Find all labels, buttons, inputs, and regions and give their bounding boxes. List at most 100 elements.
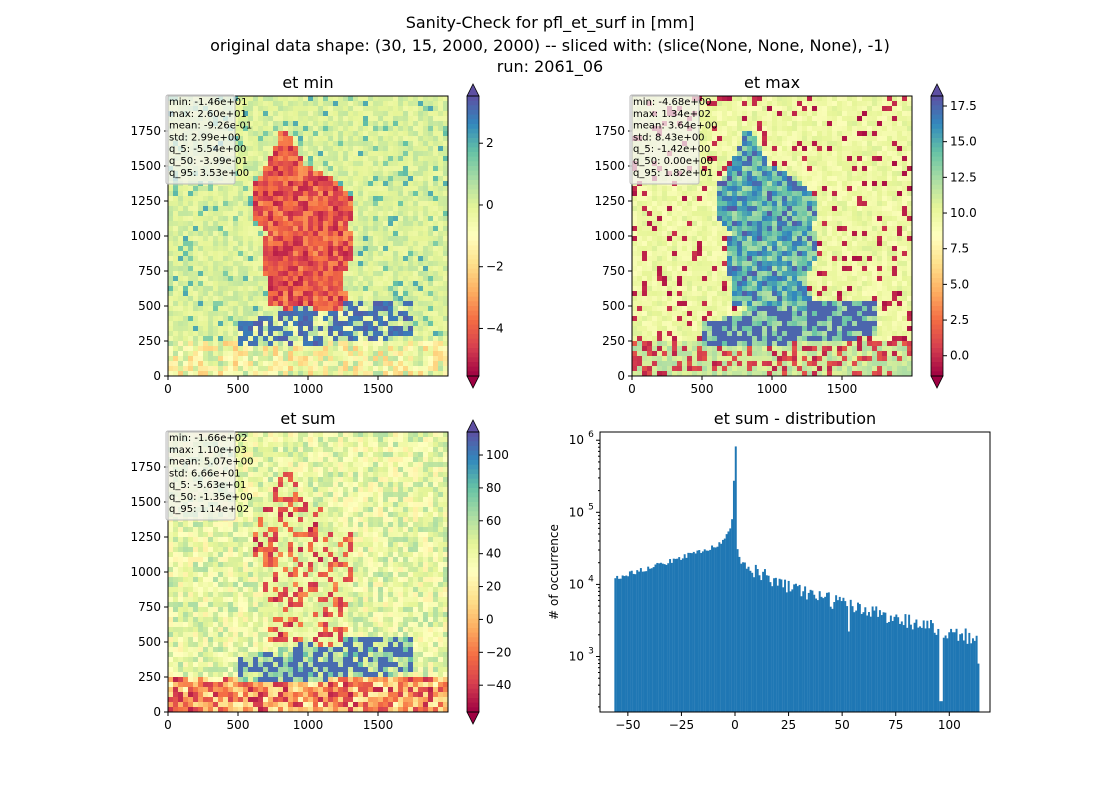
heatmap-cell xyxy=(313,326,319,332)
heatmap-cell xyxy=(433,366,439,372)
heatmap-cell xyxy=(233,311,239,317)
heatmap-cell xyxy=(408,206,414,212)
heatmap-cell xyxy=(747,136,753,142)
heatmap-cell xyxy=(408,116,414,122)
heatmap-cell xyxy=(777,241,783,247)
heatmap-cell xyxy=(328,171,334,177)
heatmap-cell xyxy=(807,231,813,237)
heatmap-cell xyxy=(762,186,768,192)
heatmap-cell xyxy=(383,231,389,237)
heatmap-cell xyxy=(897,141,903,147)
heatmap-cell xyxy=(378,186,384,192)
heatmap-cell xyxy=(717,241,723,247)
heatmap-cell xyxy=(353,216,359,222)
heatmap-cell xyxy=(877,246,883,252)
heatmap-cell xyxy=(802,166,808,172)
heatmap-cell xyxy=(303,116,309,122)
heatmap-cell xyxy=(418,156,424,162)
heatmap-cell xyxy=(428,151,434,157)
heatmap-cell xyxy=(333,156,339,162)
heatmap-cell xyxy=(383,196,389,202)
heatmap-cell xyxy=(208,326,214,332)
heatmap-cell xyxy=(772,191,778,197)
heatmap-cell xyxy=(363,276,369,282)
heatmap-cell xyxy=(323,346,329,352)
heatmap-cell xyxy=(263,106,269,112)
heatmap-cell xyxy=(847,186,853,192)
heatmap-cell xyxy=(218,311,224,317)
heatmap-cell xyxy=(323,201,329,207)
heatmap-cell xyxy=(178,261,184,267)
heatmap-cell xyxy=(338,211,344,217)
heatmap-cell xyxy=(737,221,743,227)
heatmap-cell xyxy=(642,251,648,257)
heatmap-cell xyxy=(298,336,304,342)
heatmap-cell xyxy=(398,251,404,257)
heatmap-cell xyxy=(288,156,294,162)
heatmap-cell xyxy=(822,141,828,147)
heatmap-cell xyxy=(168,191,174,197)
heatmap-cell xyxy=(662,221,668,227)
heatmap-cell xyxy=(183,226,189,232)
heatmap-cell xyxy=(647,206,653,212)
heatmap-cell xyxy=(313,201,319,207)
heatmap-cell xyxy=(393,356,399,362)
heatmap-cell xyxy=(268,291,274,297)
heatmap-cell xyxy=(253,316,259,322)
heatmap-cell xyxy=(867,186,873,192)
heatmap-cell xyxy=(662,211,668,217)
colorbar-frame xyxy=(466,95,480,377)
heatmap-cell xyxy=(393,186,399,192)
heatmap-cell xyxy=(438,351,444,357)
heatmap-cell xyxy=(373,286,379,292)
heatmap-cell xyxy=(787,196,793,202)
heatmap-cell xyxy=(283,336,289,342)
heatmap-cell xyxy=(737,176,743,182)
heatmap-cell xyxy=(413,121,419,127)
heatmap-cell xyxy=(418,211,424,217)
heatmap-cell xyxy=(742,181,748,187)
heatmap-cell xyxy=(413,181,419,187)
heatmap-cell xyxy=(867,246,873,252)
heatmap-cell xyxy=(433,211,439,217)
heatmap-cell xyxy=(368,116,374,122)
heatmap-cell xyxy=(393,276,399,282)
heatmap-cell xyxy=(303,126,309,132)
heatmap-cell xyxy=(647,201,653,207)
heatmap-cell xyxy=(183,246,189,252)
heatmap-cell xyxy=(343,186,349,192)
heatmap-cell xyxy=(238,216,244,222)
heatmap-cell xyxy=(323,216,329,222)
heatmap-cell xyxy=(313,241,319,247)
heatmap-cell xyxy=(697,231,703,237)
heatmap-cell xyxy=(373,341,379,347)
heatmap-cell xyxy=(343,261,349,267)
heatmap-cell xyxy=(298,271,304,277)
heatmap-cell xyxy=(328,261,334,267)
heatmap-cell xyxy=(408,106,414,112)
heatmap-cell xyxy=(882,191,888,197)
heatmap-cell xyxy=(907,106,913,112)
heatmap-cell xyxy=(348,216,354,222)
heatmap-cell xyxy=(298,316,304,322)
heatmap-cell xyxy=(697,211,703,217)
heatmap-cell xyxy=(293,331,299,337)
heatmap-cell xyxy=(368,181,374,187)
heatmap-cell xyxy=(328,356,334,362)
heatmap-cell xyxy=(363,186,369,192)
heatmap-cell xyxy=(827,171,833,177)
heatmap-cell xyxy=(298,226,304,232)
heatmap-cell xyxy=(378,96,384,102)
heatmap-cell xyxy=(408,181,414,187)
heatmap-cell xyxy=(383,226,389,232)
heatmap-cell xyxy=(238,306,244,312)
heatmap-cell xyxy=(862,186,868,192)
heatmap-cell xyxy=(173,271,179,277)
heatmap-cell xyxy=(792,176,798,182)
heatmap-cell xyxy=(218,356,224,362)
heatmap-cell xyxy=(308,346,314,352)
heatmap-cell xyxy=(373,336,379,342)
heatmap-cell xyxy=(278,176,284,182)
heatmap-cell xyxy=(318,371,324,377)
heatmap-cell xyxy=(173,356,179,362)
